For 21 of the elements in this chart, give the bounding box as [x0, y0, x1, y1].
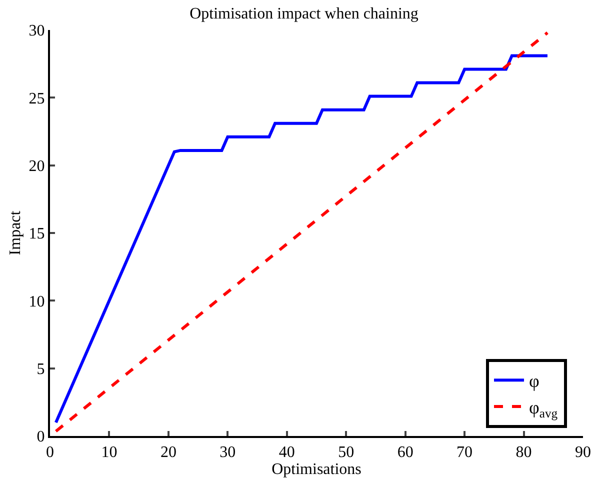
x-tick-label: 30 — [220, 444, 236, 462]
x-tick-label: 10 — [101, 444, 118, 462]
y-tick-label: 10 — [28, 293, 45, 310]
legend-label: φ — [529, 371, 540, 392]
y-axis-title: Impact — [7, 210, 24, 256]
x-tick-label: 40 — [278, 444, 295, 462]
x-tick-label: 80 — [516, 444, 532, 462]
x-tick-label: 20 — [160, 444, 176, 462]
chart-title: Optimisation impact when chaining — [190, 6, 418, 23]
x-tick-label: 60 — [397, 444, 414, 462]
x-tick-label: 50 — [338, 444, 354, 462]
x-tick-label: 90 — [575, 444, 591, 462]
x-tick-label: 70 — [456, 444, 473, 462]
y-tick-label: 30 — [28, 22, 45, 40]
y-tick-label: 0 — [36, 428, 45, 446]
legend-label: φ$_{avg}$ — [529, 398, 558, 420]
x-axis-title: Optimisations — [272, 461, 362, 478]
y-tick-label: 25 — [28, 90, 45, 108]
y-tick-label: 15 — [28, 226, 45, 243]
y-tick-label: 20 — [28, 158, 45, 175]
y-tick-label: 5 — [36, 360, 45, 378]
